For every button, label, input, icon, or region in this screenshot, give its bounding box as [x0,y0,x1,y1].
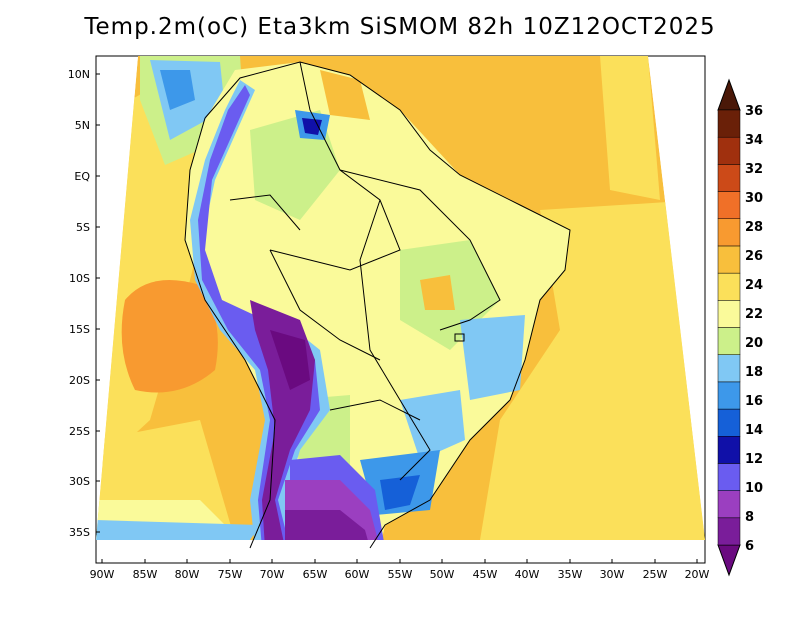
colorbar-segment [717,463,741,491]
colorbar-label: 8 [745,510,754,525]
lat-label: 30S [69,475,90,488]
lat-label: 5S [76,221,90,234]
colorbar-label: 10 [745,481,763,496]
colorbar-segment [717,245,741,274]
lon-label: 85W [133,568,158,581]
colorbar-segment [717,436,741,464]
lat-label: 10N [68,68,90,81]
colorbar-segment [717,164,741,192]
colorbar-segment [717,218,741,247]
colorbar-label: 34 [745,133,763,148]
colorbar-segment [717,300,741,328]
lat-label: 35S [69,526,90,539]
lon-label: 60W [345,568,370,581]
lat-label: 20S [69,374,90,387]
lat-label: EQ [74,170,90,183]
lon-label: 65W [303,568,328,581]
colorbar-label: 18 [745,365,763,380]
lon-label: 25W [643,568,668,581]
colorbar-segment [717,381,741,410]
colorbar-segment [717,136,741,165]
lon-label: 40W [515,568,540,581]
colorbar-label: 32 [745,162,763,177]
lon-label: 55W [388,568,413,581]
temperature-field [96,56,705,540]
map-title: Temp.2m(oC) Eta3km SiSMOM 82h 10Z12OCT20… [84,14,716,40]
colorbar-label: 24 [745,278,763,293]
colorbar-segment [717,517,741,546]
colorbar-segment [717,109,741,138]
latitude-axis: 10N 5N EQ 5S 10S 15S 20S 25S 30S 35S [68,68,91,539]
colorbar-label: 30 [745,191,763,206]
colorbar-segment [717,354,741,383]
lon-label: 90W [90,568,115,581]
colorbar-low-arrow [717,544,741,577]
longitude-axis: 90W 85W 80W 75W 70W 65W 60W 55W 50W 45W … [90,568,710,581]
lat-label: 15S [69,323,90,336]
coastlines-and-borders [184,61,571,549]
colorbar-label: 16 [745,394,763,409]
colorbar-segment [717,490,741,519]
colorbar-label: 22 [745,307,763,322]
colorbar-label: 36 [745,104,763,119]
lat-label: 25S [69,425,90,438]
lon-label: 35W [558,568,583,581]
colorbar-label: 20 [745,336,763,351]
lat-ticks [96,73,100,533]
lon-ticks [101,559,698,563]
colorbar-label: 14 [745,423,763,438]
colorbar-label: 6 [745,539,754,554]
lon-label: 70W [260,568,285,581]
colorbar-segment [717,191,741,219]
colorbar-label: 12 [745,452,763,467]
lon-label: 75W [218,568,243,581]
lat-label: 10S [69,272,90,285]
lon-label: 80W [175,568,200,581]
lon-label: 50W [430,568,455,581]
colorbar-label: 26 [745,249,763,264]
lon-label: 20W [685,568,710,581]
colorbar: 6 8 10 12 14 16 18 20 22 24 26 28 30 32 34 36 [717,78,763,577]
lon-label: 45W [473,568,498,581]
lat-label: 5N [75,119,90,132]
colorbar-segment [717,272,741,301]
colorbar-segment [717,408,741,437]
colorbar-segment [717,327,741,355]
colorbar-high-arrow [717,78,741,111]
lon-label: 30W [600,568,625,581]
colorbar-label: 28 [745,220,763,235]
